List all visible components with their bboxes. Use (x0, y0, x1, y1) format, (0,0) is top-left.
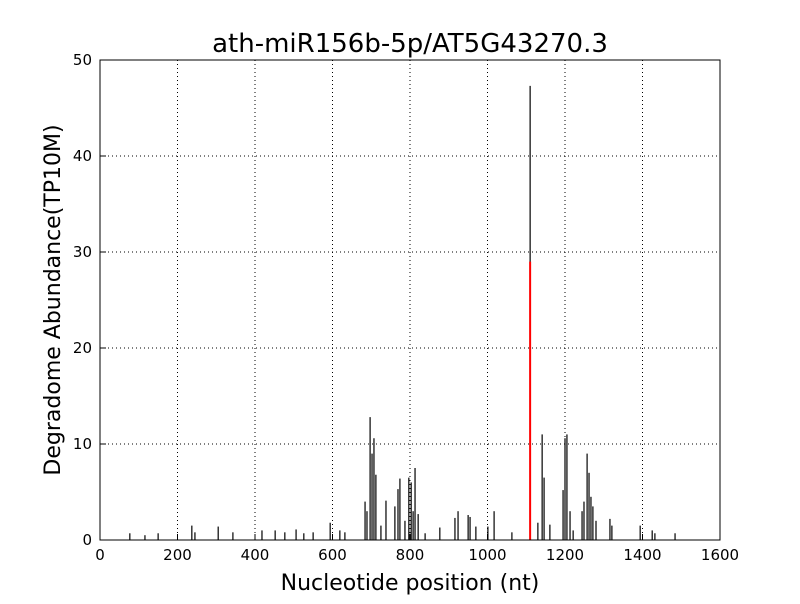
y-tick-label: 20 (73, 339, 92, 357)
y-tick-label: 30 (73, 243, 92, 261)
x-tick-label: 600 (318, 546, 347, 564)
x-tick-label: 800 (396, 546, 425, 564)
y-tick-label: 0 (82, 531, 92, 549)
x-tick-label: 400 (241, 546, 270, 564)
x-tick-label: 1400 (623, 546, 661, 564)
y-tick-label: 40 (73, 147, 92, 165)
y-axis-label: Degradome Abundance(TP10M) (41, 124, 66, 475)
plot-frame (99, 59, 721, 541)
chart-title: ath-miR156b-5p/AT5G43270.3 (212, 29, 608, 59)
y-tick-label: 10 (73, 435, 92, 453)
x-axis-label: Nucleotide position (nt) (281, 571, 540, 596)
x-tick-label: 1000 (468, 546, 506, 564)
x-tick-label: 1600 (701, 546, 739, 564)
x-tick-label: 200 (163, 546, 192, 564)
x-tick-label: 0 (95, 546, 105, 564)
y-tick-label: 50 (73, 51, 92, 69)
x-tick-label: 1200 (546, 546, 584, 564)
